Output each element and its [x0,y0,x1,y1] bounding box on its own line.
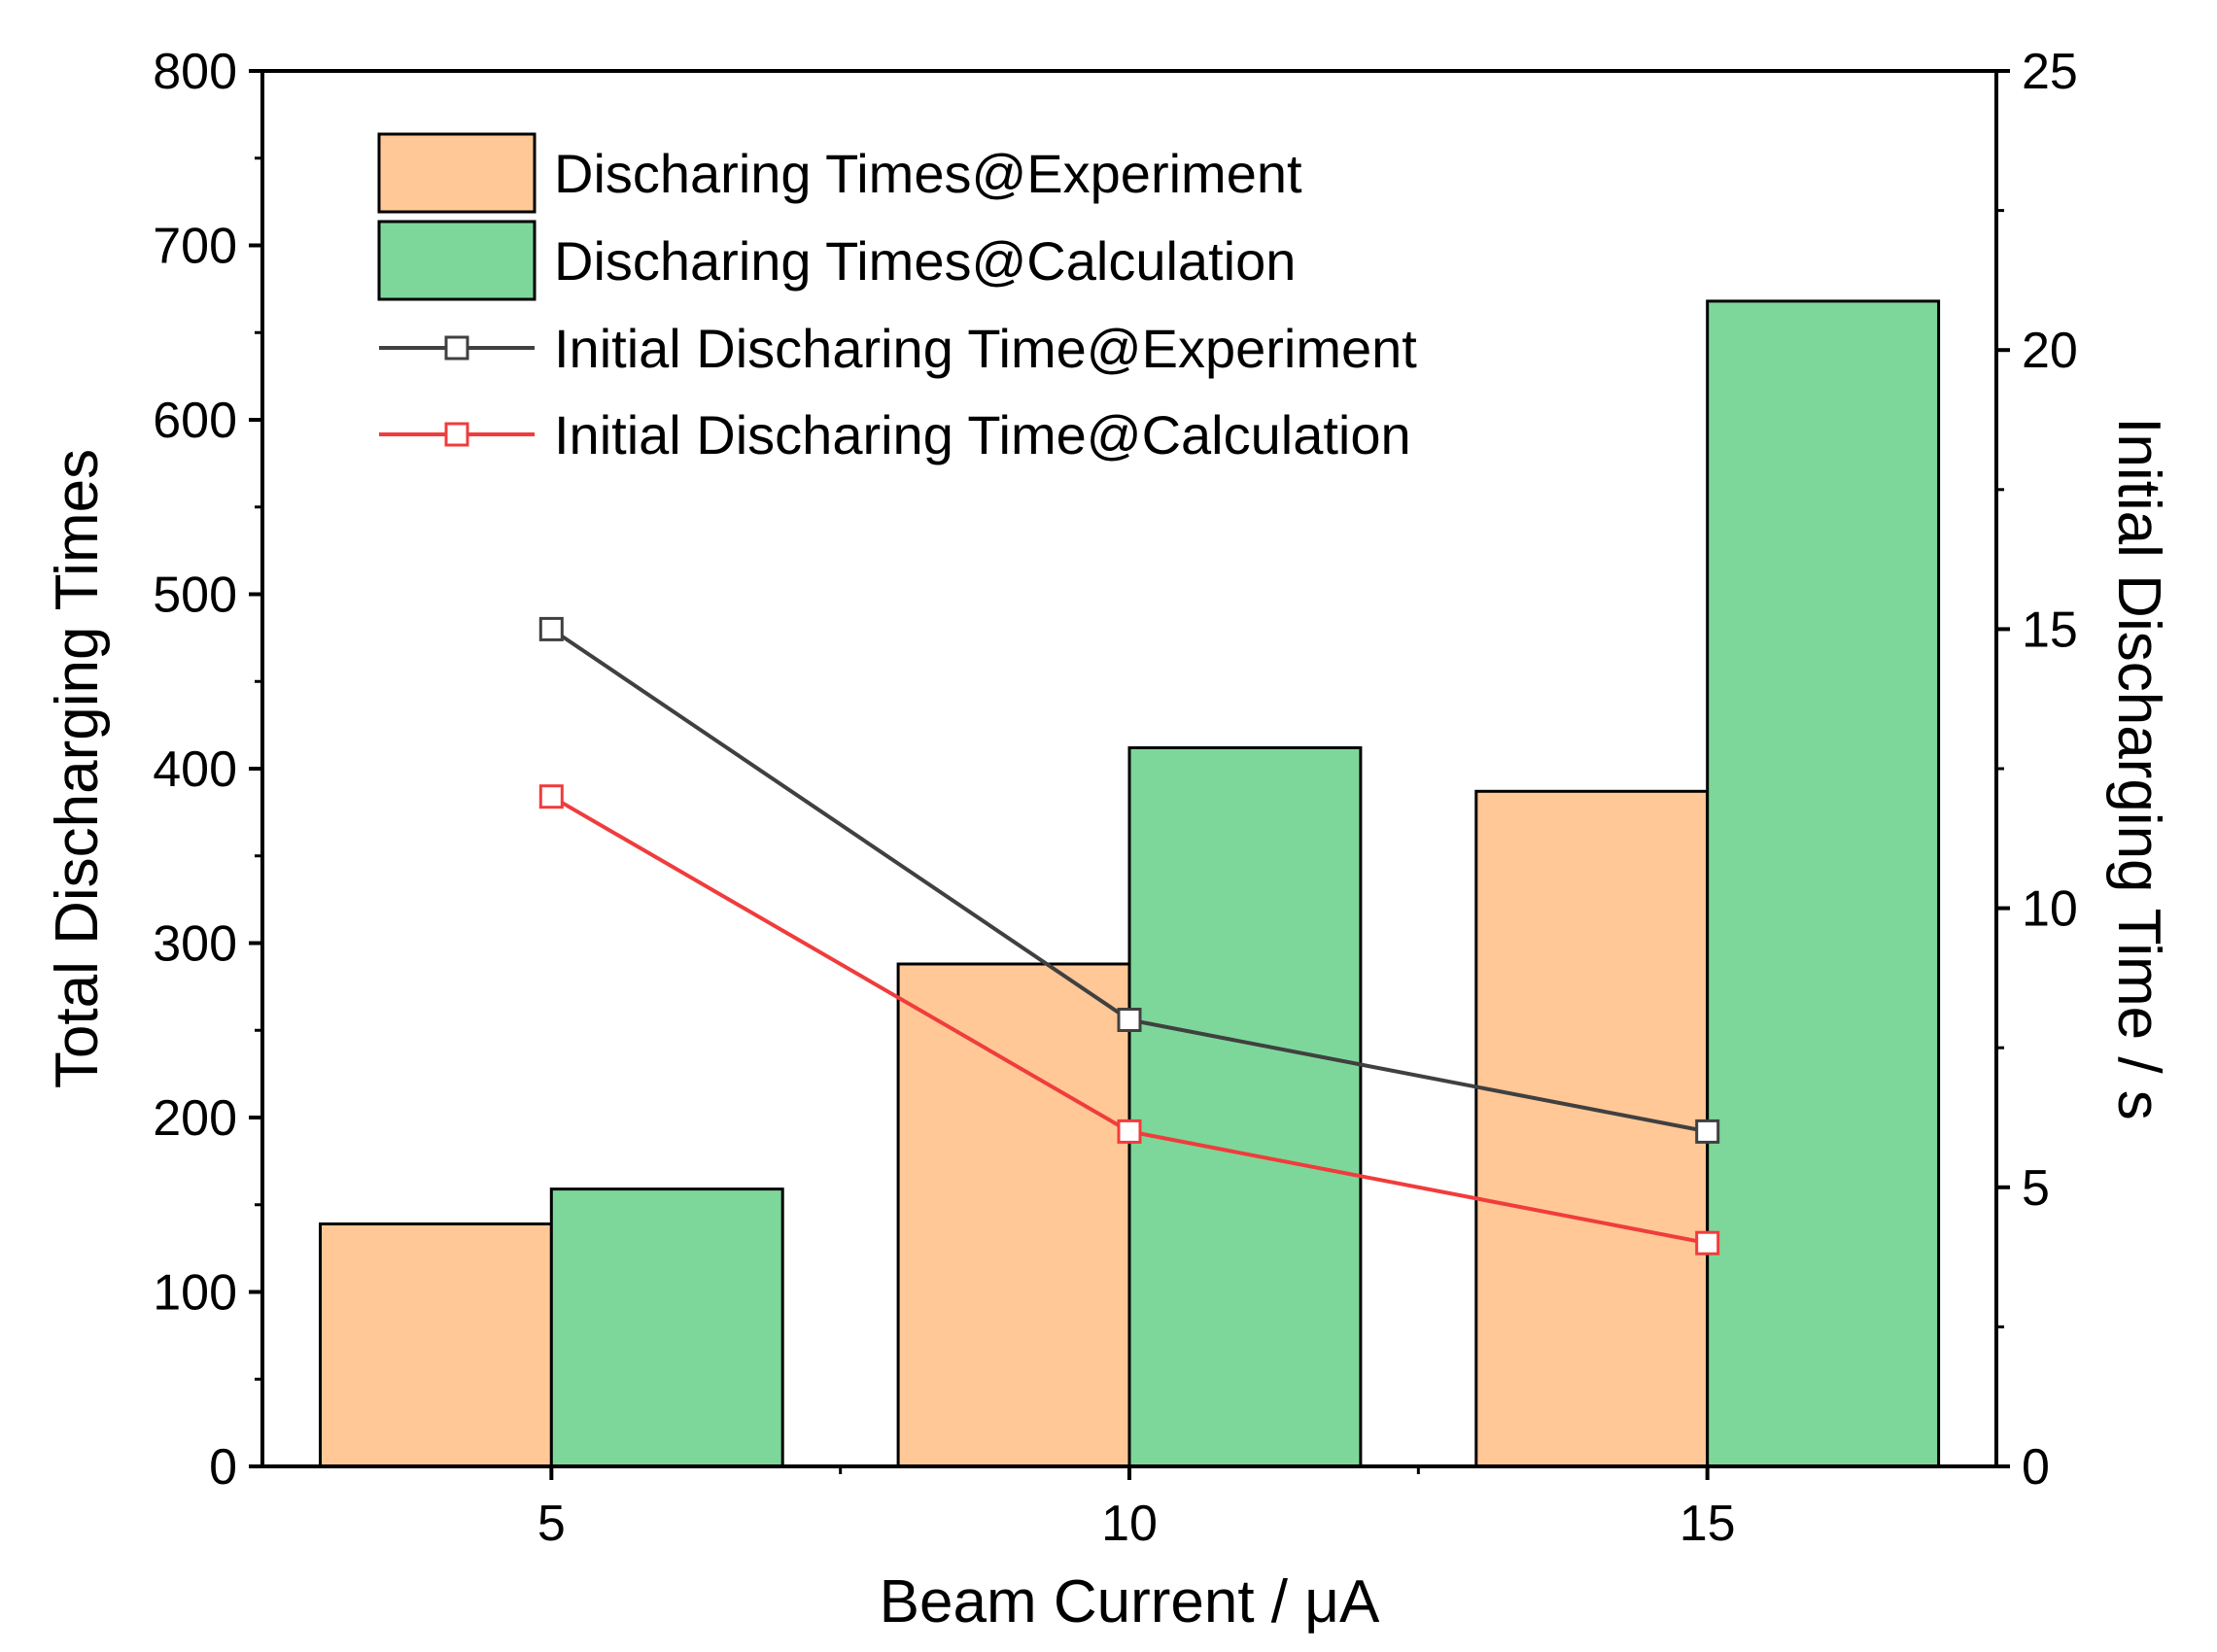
y2-tick-label-25: 25 [2022,44,2078,100]
y2-tick-label-15: 15 [2022,602,2078,658]
x-tick-label-10: 10 [1101,1496,1158,1552]
marker-initial-calculation-10 [1117,1119,1142,1144]
bar-experiment-5 [319,1222,553,1468]
y-tick-label-0: 0 [209,1439,237,1496]
legend-label-initial-discharing-time-calculation: Initial Discharing Time@Calculation [554,404,1411,465]
tick-labels-layer: 0 100 200 300 400 500 600 700 800 0 5 10 15 20 25 5 10 15 [153,44,2078,1552]
marker-initial-calculation-15 [1695,1230,1720,1256]
bar-calculation-10 [1127,746,1363,1468]
x-axis-title: Beam Current / μA [880,1568,1380,1635]
y-tick-label-600: 600 [153,393,237,449]
y2-axis-title: Initial Discharging Time / s [2105,417,2172,1120]
legend-swatch-discharing-times-calculation [377,220,537,301]
legend-marker-initial-discharing-time-calculation [444,422,469,447]
legend-swatch-discharing-times-experiment [377,132,537,214]
y-tick-label-500: 500 [153,568,237,624]
ticks-layer [249,69,2010,1480]
y2-tick-label-20: 20 [2022,323,2078,379]
y-tick-label-200: 200 [153,1090,237,1147]
legend-label-discharing-times-calculation: Discharing Times@Calculation [554,230,1296,292]
marker-initial-calculation-5 [538,784,564,809]
bars-layer [319,299,1941,1468]
y2-tick-label-5: 5 [2022,1160,2050,1217]
bar-calculation-15 [1706,299,1941,1468]
x-tick-label-15: 15 [1680,1496,1736,1552]
marker-initial-experiment-15 [1695,1119,1720,1144]
x-tick-label-5: 5 [537,1496,566,1552]
legend-label-discharing-times-experiment: Discharing Times@Experiment [554,143,1302,204]
marker-initial-experiment-5 [538,616,564,641]
y-tick-label-300: 300 [153,916,237,973]
legend-marker-initial-discharing-time-experiment [444,335,469,361]
y-tick-label-400: 400 [153,741,237,798]
y-axis-title: Total Discharging Times [44,449,111,1088]
bar-experiment-15 [1474,789,1710,1468]
y2-tick-label-0: 0 [2022,1439,2050,1496]
y-tick-label-100: 100 [153,1265,237,1322]
bar-calculation-5 [549,1187,784,1468]
lines-layer [538,616,1720,1256]
y-tick-label-700: 700 [153,219,237,275]
marker-initial-experiment-10 [1117,1008,1142,1032]
legend: Discharing Times@Experiment Discharing Ti… [377,132,1417,465]
legend-label-initial-discharing-time-experiment: Initial Discharing Time@Experiment [554,318,1417,379]
y2-tick-label-10: 10 [2022,881,2078,938]
y-tick-label-800: 800 [153,44,237,100]
bar-experiment-10 [896,962,1131,1468]
